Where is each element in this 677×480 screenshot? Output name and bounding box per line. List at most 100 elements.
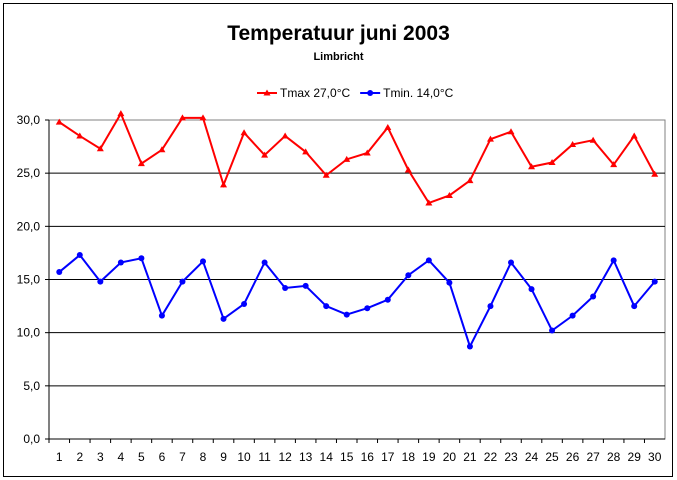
- y-tick-label: 15,0: [17, 273, 41, 287]
- x-tick-label: 14: [320, 450, 334, 464]
- x-tick-label: 6: [159, 450, 166, 464]
- tmin-point: [508, 259, 514, 266]
- tmin-point: [384, 296, 391, 303]
- x-tick-label: 2: [76, 450, 83, 464]
- x-tick-label: 25: [545, 450, 559, 464]
- tmin-point: [261, 259, 268, 266]
- x-tick-label: 28: [607, 450, 621, 464]
- x-tick-label: 27: [586, 450, 600, 464]
- x-tick-label: 26: [566, 450, 580, 464]
- tmax-point: [569, 140, 577, 147]
- y-tick-label: 30,0: [17, 113, 41, 127]
- tmin-point: [97, 278, 104, 285]
- tmin-point: [425, 257, 432, 264]
- x-tick-label: 1: [56, 450, 63, 464]
- tmax-point: [486, 135, 494, 142]
- legend-tmin-label: Tmin. 14,0°C: [383, 86, 453, 100]
- tmin-point: [651, 278, 658, 285]
- tmin-point: [241, 300, 248, 307]
- tmin-point: [179, 278, 186, 285]
- y-tick-label: 5,0: [23, 379, 40, 393]
- x-tick-label: 21: [463, 450, 477, 464]
- tmin-point: [343, 311, 350, 318]
- chart-border: [3, 3, 673, 477]
- tmax-point: [363, 149, 371, 156]
- x-tick-label: 3: [97, 450, 104, 464]
- x-tick-label: 22: [484, 450, 498, 464]
- x-tick-label: 16: [361, 450, 375, 464]
- legend-tmin-marker: [367, 90, 374, 96]
- tmin-point: [282, 285, 289, 292]
- tmax-point: [548, 159, 556, 166]
- tmin-point: [446, 279, 453, 286]
- tmax-point: [322, 171, 330, 178]
- tmax-point: [528, 163, 536, 170]
- tmax-point: [302, 148, 310, 155]
- x-tick-label: 12: [278, 450, 292, 464]
- tmax-point: [261, 151, 269, 158]
- x-tick-label: 20: [443, 450, 457, 464]
- tmax-point: [178, 114, 186, 121]
- x-tick-label: 11: [258, 450, 271, 464]
- tmax-point: [55, 118, 63, 125]
- tmax-point: [137, 160, 145, 167]
- x-tick-label: 10: [237, 450, 251, 464]
- tmax-point: [220, 181, 228, 188]
- tmax-line: [58, 111, 656, 205]
- tmin-point: [200, 258, 206, 265]
- x-tick-label: 23: [504, 450, 518, 464]
- tmax-point: [240, 129, 248, 136]
- tmin-point: [220, 315, 227, 322]
- tmin-point: [138, 255, 145, 262]
- tmin-point: [405, 272, 412, 279]
- y-tick-label: 10,0: [17, 326, 41, 340]
- x-tick-label: 4: [118, 450, 125, 464]
- tmin-point: [323, 303, 330, 310]
- tmax-point: [466, 177, 474, 184]
- y-tick-label: 25,0: [17, 166, 41, 180]
- tmin-point: [590, 293, 597, 300]
- x-tick-label: 8: [200, 450, 207, 464]
- tmax-point: [281, 132, 289, 139]
- x-tick-label: 29: [628, 450, 642, 464]
- tmax-point: [404, 166, 412, 173]
- tmin-point: [549, 327, 556, 334]
- tmax-point: [384, 123, 392, 130]
- chart-subtitle: Limbricht: [313, 51, 364, 63]
- x-tick-label: 19: [422, 450, 436, 464]
- tmin-point: [569, 312, 576, 319]
- x-tick-label: 9: [220, 450, 227, 464]
- x-tick-label: 30: [648, 450, 662, 464]
- tmax-point: [76, 132, 84, 139]
- y-tick-label: 0,0: [23, 432, 40, 446]
- tmax-point: [158, 146, 166, 153]
- tmin-point: [466, 343, 473, 350]
- tmin-point: [528, 286, 535, 293]
- tmin-point: [76, 252, 83, 259]
- tmin-point: [158, 312, 165, 319]
- x-tick-label: 7: [179, 450, 186, 464]
- tmax-point: [651, 170, 659, 177]
- x-tick-label: 13: [299, 450, 313, 464]
- tmax-point: [199, 114, 207, 121]
- tmin-point: [487, 303, 494, 310]
- x-tick-label: 15: [340, 450, 354, 464]
- tmin-line: [58, 253, 656, 350]
- x-tick-label: 17: [381, 450, 395, 464]
- legend-tmax-marker: [263, 89, 271, 96]
- y-tick-label: 20,0: [17, 219, 41, 233]
- tmax-point: [425, 199, 433, 206]
- tmin-point: [302, 282, 309, 289]
- tmax-point: [117, 110, 125, 117]
- tmax-point: [589, 136, 597, 143]
- tmin-point: [610, 257, 617, 264]
- tmax-point: [610, 161, 618, 168]
- x-tick-label: 18: [402, 450, 416, 464]
- tmin-point: [631, 303, 638, 310]
- tmax-point: [343, 155, 351, 162]
- tmin-point: [56, 269, 63, 276]
- chart-title: Temperatuur juni 2003: [227, 22, 450, 45]
- tmin-point: [364, 305, 371, 312]
